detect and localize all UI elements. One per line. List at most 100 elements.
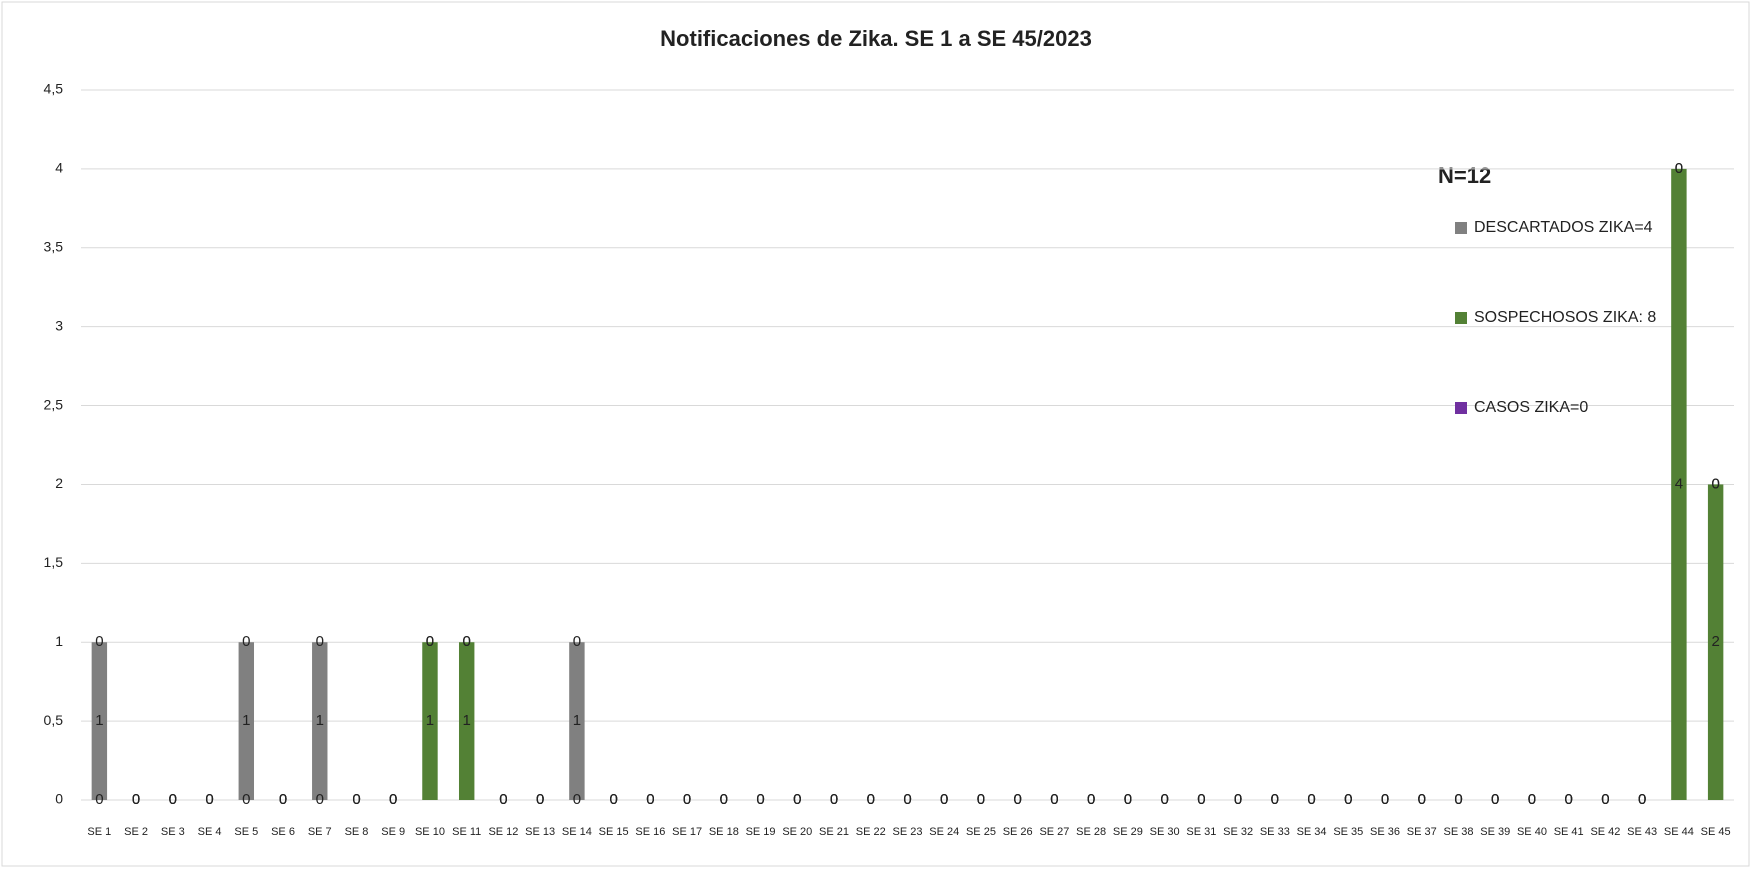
x-tick-label: SE 40 (1517, 826, 1547, 838)
data-label: 0 (977, 791, 985, 808)
data-label: 0 (1418, 791, 1426, 808)
data-label: 1 (316, 712, 324, 729)
data-label: 1 (95, 712, 103, 729)
x-tick-label: SE 33 (1260, 826, 1290, 838)
data-label: 0 (132, 791, 140, 808)
y-tick-label: 0 (55, 791, 63, 807)
x-tick-label: SE 6 (271, 826, 295, 838)
data-label: 0 (1454, 791, 1462, 808)
data-label: 0 (426, 633, 434, 650)
data-label: 0 (1307, 791, 1315, 808)
data-label: 0 (1197, 791, 1205, 808)
data-label: 0 (536, 791, 544, 808)
bar-segment (238, 642, 255, 800)
data-label: 0 (1197, 791, 1205, 808)
x-tick-label: SE 45 (1701, 826, 1731, 838)
x-tick-label: SE 1 (87, 826, 111, 838)
x-tick-label: SE 34 (1297, 826, 1327, 838)
data-label: 0 (1234, 791, 1242, 808)
x-tick-label: SE 17 (672, 826, 702, 838)
data-label: 0 (95, 633, 103, 650)
y-tick-label: 3,5 (44, 238, 64, 254)
data-label: 0 (1087, 791, 1095, 808)
data-label: 0 (867, 791, 875, 808)
data-label: 0 (720, 791, 728, 808)
data-label: 0 (1050, 791, 1058, 808)
data-label: 0 (1601, 791, 1609, 808)
data-label: 0 (1528, 791, 1536, 808)
data-label: 0 (1087, 791, 1095, 808)
y-tick-label: 2 (55, 475, 63, 491)
data-label: 0 (1381, 791, 1389, 808)
x-tick-label: SE 28 (1076, 826, 1106, 838)
data-label: 1 (463, 712, 471, 729)
data-label: 0 (536, 791, 544, 808)
x-tick-label: SE 25 (966, 826, 996, 838)
data-label: 0 (1050, 791, 1058, 808)
x-tick-label: SE 39 (1480, 826, 1510, 838)
data-label: 0 (1124, 791, 1132, 808)
data-label: 0 (352, 791, 360, 808)
data-label: 0 (1271, 791, 1279, 808)
bar-segment (422, 642, 438, 800)
data-label: 0 (242, 633, 250, 650)
data-label: 0 (903, 791, 911, 808)
data-label: 2 (1711, 633, 1719, 650)
data-label: 0 (499, 791, 507, 808)
data-label: 0 (1601, 791, 1609, 808)
data-label: 0 (169, 791, 177, 808)
x-tick-label: SE 27 (1039, 826, 1069, 838)
legend-label: DESCARTADOS ZIKA=4 (1474, 219, 1653, 236)
data-label: 0 (756, 791, 764, 808)
x-tick-label: SE 31 (1186, 826, 1216, 838)
data-label: 0 (1418, 791, 1426, 808)
data-label: 0 (1234, 791, 1242, 808)
x-tick-label: SE 11 (452, 826, 481, 838)
data-label: 0 (609, 791, 617, 808)
data-label: 0 (830, 791, 838, 808)
data-label: 0 (756, 791, 764, 808)
bar-segment (458, 642, 475, 800)
data-label: 0 (1601, 791, 1609, 808)
data-label: 0 (352, 791, 360, 808)
data-label: 0 (830, 791, 838, 808)
legend-swatch (1455, 312, 1467, 324)
data-label: 0 (316, 791, 324, 808)
legend-label: SOSPECHOSOS ZIKA: 8 (1474, 309, 1656, 326)
data-label: 0 (1124, 791, 1132, 808)
data-label: 0 (536, 791, 544, 808)
data-label: 0 (1381, 791, 1389, 808)
data-label: 0 (1234, 791, 1242, 808)
data-label: 0 (1197, 791, 1205, 808)
data-label: 0 (1711, 475, 1719, 492)
x-tick-label: SE 10 (415, 826, 445, 838)
data-label: 0 (1014, 791, 1022, 808)
data-label: 0 (683, 791, 691, 808)
data-label: 1 (573, 712, 581, 729)
data-label: 0 (1454, 791, 1462, 808)
data-label: 0 (499, 791, 507, 808)
data-label: 0 (426, 633, 434, 650)
data-label: 0 (867, 791, 875, 808)
data-label: 0 (940, 791, 948, 808)
y-tick-label: 3 (55, 317, 63, 333)
data-label: 0 (1271, 791, 1279, 808)
data-label: 0 (205, 791, 213, 808)
chart-title: Notificaciones de Zika. SE 1 a SE 45/202… (660, 26, 1092, 51)
data-label: 0 (1491, 791, 1499, 808)
data-label: 0 (1381, 791, 1389, 808)
data-label: 0 (1491, 791, 1499, 808)
data-label: 0 (389, 791, 397, 808)
x-tick-label: SE 15 (599, 826, 629, 838)
x-tick-label: SE 3 (161, 826, 185, 838)
data-label: 0 (940, 791, 948, 808)
x-tick-label: SE 32 (1223, 826, 1253, 838)
legend-label: CASOS ZIKA=0 (1474, 399, 1588, 416)
data-label: 0 (95, 791, 103, 808)
data-label: 0 (1344, 791, 1352, 808)
x-tick-label: SE 36 (1370, 826, 1400, 838)
data-label: 0 (793, 791, 801, 808)
x-tick-label: SE 20 (782, 826, 812, 838)
annotation: N=12 (1438, 163, 1491, 188)
